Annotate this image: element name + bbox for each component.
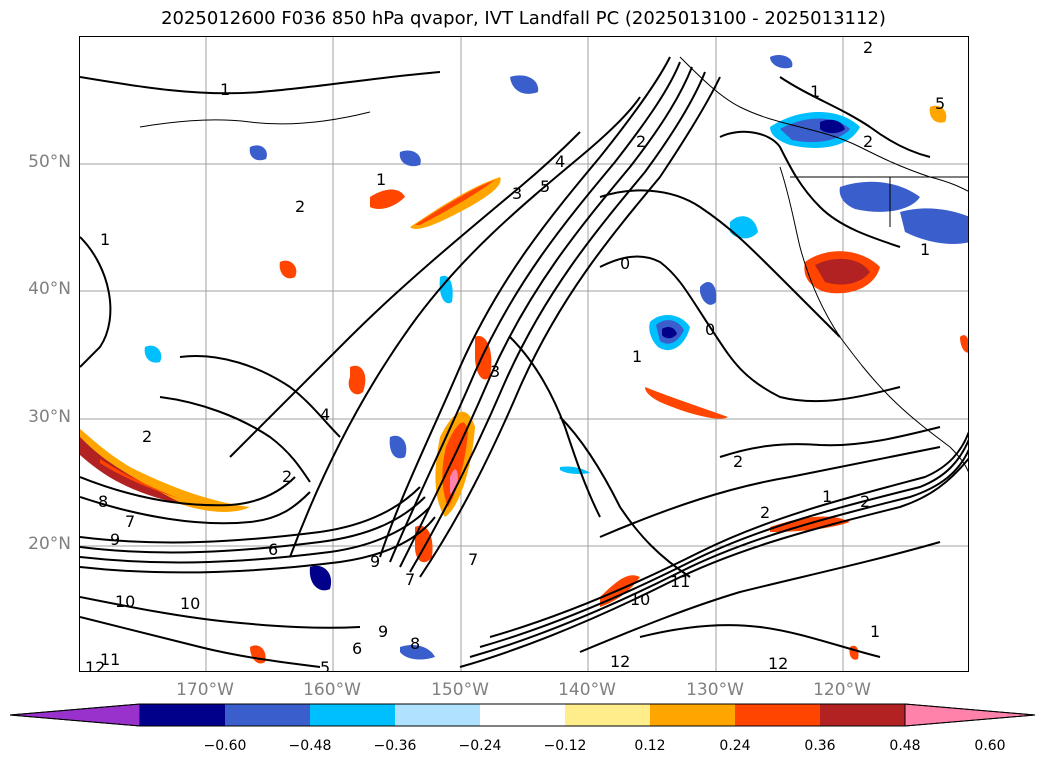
lat-label-50n: 50°N: [28, 152, 71, 172]
contour-label: 2: [282, 467, 292, 486]
colorbar-tick-label: −0.12: [543, 738, 587, 754]
contour-label: 3: [490, 362, 500, 381]
contour-label: 7: [468, 550, 478, 569]
lat-label-30n: 30°N: [28, 407, 71, 427]
contour-label: 8: [410, 634, 420, 653]
contour-label: 6: [268, 540, 278, 559]
contour-label: 3: [512, 184, 522, 203]
contour-label: 12: [768, 654, 788, 672]
contour-label: 2: [295, 197, 305, 216]
contour-label: 2: [142, 427, 152, 446]
contour-label: 12: [85, 658, 105, 672]
contour-label: 5: [320, 658, 330, 672]
colorbar-tick-label: 0.24: [719, 738, 751, 754]
lon-label-150w: 150°W: [431, 680, 489, 700]
contour-label: 5: [540, 177, 550, 196]
contour-label: 1: [100, 230, 110, 249]
colorbar-segments: [10, 703, 1036, 727]
contour-label: 0: [620, 254, 630, 273]
contour-label: 5: [935, 94, 945, 113]
contour-label: 1: [920, 240, 930, 259]
colorbar-outline: [10, 703, 1036, 727]
qvapor-shading: [80, 55, 968, 664]
lat-label-20n: 20°N: [28, 534, 71, 554]
lon-label-140w: 140°W: [558, 680, 616, 700]
contour-label: 4: [320, 405, 330, 424]
colorbar-tick-label: −0.60: [203, 738, 247, 754]
colorbar-segment: [735, 704, 821, 726]
colorbar: [10, 703, 1036, 727]
lat-label-40n: 40°N: [28, 279, 71, 299]
contour-label: 10: [180, 594, 200, 613]
map-canvas: 1 1 2 2 3 4 2 1 0 0 1 1 2 4 2 2 8 9 7 6 …: [80, 37, 968, 672]
contour-label: 11: [670, 572, 690, 591]
contour-label: 10: [115, 592, 135, 611]
contour-label: 0: [705, 320, 715, 339]
map-title: 2025012600 F036 850 hPa qvapor, IVT Land…: [161, 8, 886, 29]
colorbar-segment: [140, 704, 226, 726]
colorbar-segment: [225, 704, 311, 726]
contour-label: 2: [863, 132, 873, 151]
contour-label: 4: [555, 152, 565, 171]
contour-label: 7: [125, 512, 135, 531]
contour-label: 8: [98, 492, 108, 511]
contour-label: 1: [870, 622, 880, 641]
contour-label: 7: [405, 570, 415, 589]
contour-label: 1: [220, 80, 230, 99]
contour-label: 2: [733, 452, 743, 471]
contour-label: 9: [110, 530, 120, 549]
contour-label: 9: [378, 622, 388, 641]
colorbar-extend-min: [10, 703, 141, 727]
contour-label: 9: [370, 552, 380, 571]
contour-label: 12: [610, 652, 630, 671]
contour-label: 2: [760, 503, 770, 522]
colorbar-tick-label: −0.36: [373, 738, 417, 754]
colorbar-tick-label: −0.24: [458, 738, 502, 754]
contour-label: 2: [636, 132, 646, 151]
contour-label: 2: [863, 38, 873, 57]
contour-labels: 1 1 2 2 3 4 2 1 0 0 1 1 2 4 2 2 8 9 7 6 …: [85, 38, 945, 672]
colorbar-segment: [395, 704, 481, 726]
colorbar-segment: [565, 704, 651, 726]
lon-label-120w: 120°W: [813, 680, 871, 700]
lon-label-130w: 130°W: [686, 680, 744, 700]
colorbar-extend-max: [904, 703, 1036, 727]
colorbar-tick-label: 0.36: [804, 738, 836, 754]
contour-label: 1: [376, 170, 386, 189]
contour-label: 1: [632, 347, 642, 366]
contour-label: 2: [860, 492, 870, 511]
contour-label: 10: [630, 590, 650, 609]
colorbar-segment: [310, 704, 396, 726]
colorbar-tick-label: −0.48: [288, 738, 332, 754]
colorbar-segment: [480, 704, 566, 726]
colorbar-segment: [820, 704, 906, 726]
lon-label-160w: 160°W: [303, 680, 361, 700]
colorbar-segment: [650, 704, 736, 726]
contour-label: 6: [352, 639, 362, 658]
colorbar-tick-label: 0.60: [974, 738, 1006, 754]
ivt-contours: [80, 56, 968, 668]
coastlines: [139, 56, 968, 473]
contour-label: 1: [822, 487, 832, 506]
map-panel: 1 1 2 2 3 4 2 1 0 0 1 1 2 4 2 2 8 9 7 6 …: [79, 36, 969, 672]
contour-label: 11: [100, 650, 120, 669]
lon-label-170w: 170°W: [176, 680, 234, 700]
colorbar-tick-label: 0.12: [634, 738, 666, 754]
colorbar-tick-label: 0.48: [889, 738, 921, 754]
contour-label: 1: [810, 82, 820, 101]
